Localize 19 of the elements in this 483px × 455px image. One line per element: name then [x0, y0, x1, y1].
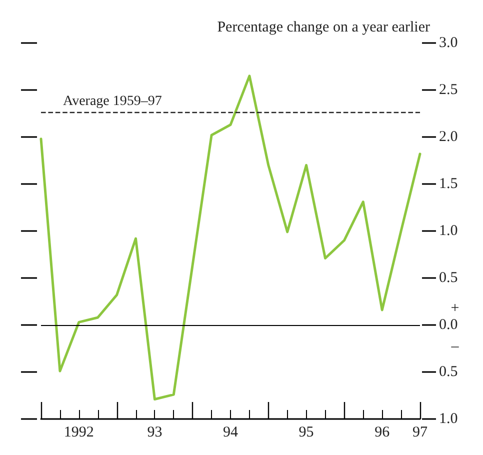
- y-tick-label: 0.0: [439, 317, 458, 333]
- text: –: [450, 338, 460, 354]
- x-tick-label: 1992: [64, 424, 94, 440]
- x-tick-label: 97: [412, 424, 428, 440]
- y-axis-title: Percentage change on a year earlier: [217, 20, 430, 36]
- x-tick-label: 96: [374, 424, 390, 440]
- y-tick-label: 2.0: [439, 129, 458, 145]
- text: +: [450, 300, 460, 316]
- y-tick-label: 1.0: [439, 411, 458, 427]
- y-tick-label: 0.5: [439, 364, 458, 380]
- x-tick-label: 93: [147, 424, 162, 440]
- y-tick-label: 0.5: [439, 270, 458, 286]
- y-tick-label: 3.0: [439, 35, 458, 51]
- ref-line-label: Average 1959–97: [63, 94, 162, 110]
- y-tick-label: 2.5: [439, 82, 458, 98]
- x-tick-label: 94: [223, 424, 238, 440]
- x-tick-label: 95: [298, 424, 314, 440]
- y-tick-label: 1.0: [439, 223, 458, 239]
- y-tick-label: 1.5: [439, 176, 458, 192]
